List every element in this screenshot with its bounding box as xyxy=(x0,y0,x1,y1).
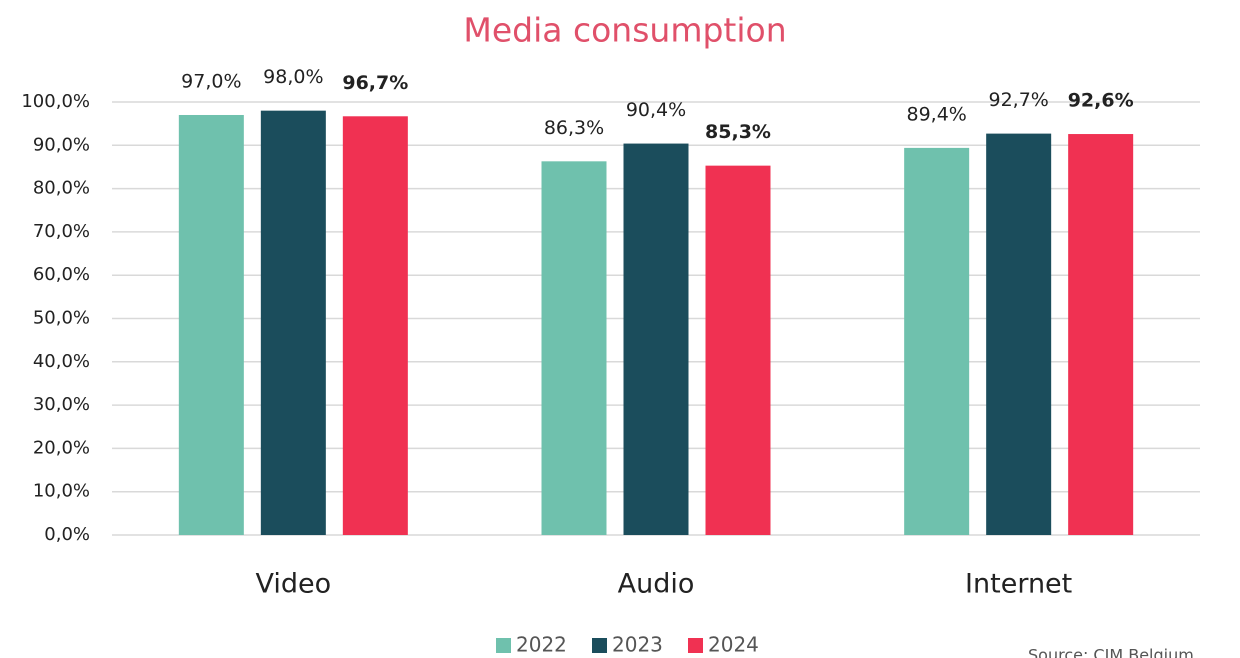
y-tick-label: 90,0% xyxy=(33,134,90,155)
source: Source: CIM Belgium xyxy=(1028,646,1194,658)
data-label: 96,7% xyxy=(342,72,408,94)
y-tick-label: 0,0% xyxy=(44,524,90,545)
legend-label: 2024 xyxy=(708,633,759,657)
y-tick-label: 60,0% xyxy=(33,264,90,285)
bar xyxy=(623,143,689,535)
data-label: 92,7% xyxy=(988,89,1048,111)
legend-label: 2023 xyxy=(612,633,663,657)
legend-label: 2022 xyxy=(516,633,567,657)
legend-swatch xyxy=(592,638,607,653)
bar xyxy=(260,110,326,535)
bar xyxy=(541,161,607,536)
legend-swatch xyxy=(496,638,511,653)
y-tick-label: 70,0% xyxy=(33,221,90,242)
y-tick-label: 10,0% xyxy=(33,481,90,502)
data-label: 90,4% xyxy=(626,99,686,121)
x-tick-label: Audio xyxy=(618,569,695,600)
y-tick-label: 30,0% xyxy=(33,394,90,415)
data-label: 85,3% xyxy=(705,121,771,143)
bar xyxy=(705,165,771,535)
y-tick-label: 40,0% xyxy=(33,351,90,372)
bar xyxy=(1068,134,1134,536)
data-label: 89,4% xyxy=(906,103,966,125)
bar xyxy=(178,114,244,536)
chart-title: Media consumption xyxy=(463,11,786,50)
data-label: 98,0% xyxy=(263,66,323,88)
legend-swatch xyxy=(688,638,703,653)
bar xyxy=(986,133,1052,535)
x-tick-label: Video xyxy=(256,569,332,600)
y-tick-label: 50,0% xyxy=(33,308,90,329)
bar xyxy=(904,147,970,535)
data-label: 97,0% xyxy=(181,70,241,92)
y-tick-label: 100,0% xyxy=(21,91,90,112)
y-tick-label: 80,0% xyxy=(33,178,90,199)
data-label: 92,6% xyxy=(1068,90,1134,112)
y-tick-label: 20,0% xyxy=(33,437,90,458)
data-label: 86,3% xyxy=(544,117,604,139)
x-tick-label: Internet xyxy=(965,569,1072,600)
bar xyxy=(342,116,408,535)
